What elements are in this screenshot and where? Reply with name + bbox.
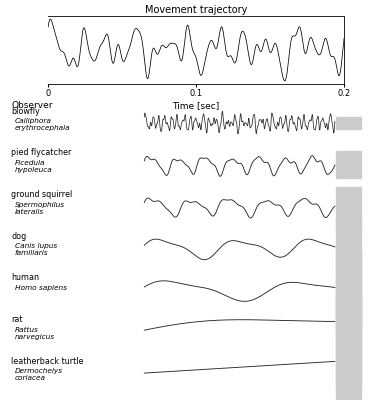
Text: human: human — [11, 274, 39, 282]
Bar — [336, 186, 361, 226]
Title: Movement trajectory: Movement trajectory — [145, 5, 247, 15]
X-axis label: Time [sec]: Time [sec] — [172, 101, 220, 110]
Text: Homo sapiens: Homo sapiens — [15, 285, 67, 291]
Bar — [336, 117, 361, 129]
Text: dog: dog — [11, 232, 26, 241]
Text: Rattus
narvegicus: Rattus narvegicus — [15, 327, 55, 340]
Text: Dermochelys
coriacea: Dermochelys coriacea — [15, 368, 63, 381]
Text: Canis lupus
familiaris: Canis lupus familiaris — [15, 243, 57, 256]
Bar — [336, 151, 361, 178]
Text: ground squirrel: ground squirrel — [11, 190, 73, 199]
Text: Calliphora
erythrocephala: Calliphora erythrocephala — [15, 118, 70, 131]
Text: leatherback turtle: leatherback turtle — [11, 357, 84, 366]
Bar — [336, 294, 361, 400]
Bar — [336, 278, 361, 384]
Text: pied flycatcher: pied flycatcher — [11, 148, 71, 157]
Text: rat: rat — [11, 315, 23, 324]
Text: Spermophilus
lateralis: Spermophilus lateralis — [15, 202, 65, 214]
Text: blowfly: blowfly — [11, 107, 40, 116]
Bar — [336, 250, 361, 329]
Bar — [336, 219, 361, 277]
Text: Observer: Observer — [11, 100, 53, 110]
Text: Ficedula
hypoleuca: Ficedula hypoleuca — [15, 160, 53, 173]
